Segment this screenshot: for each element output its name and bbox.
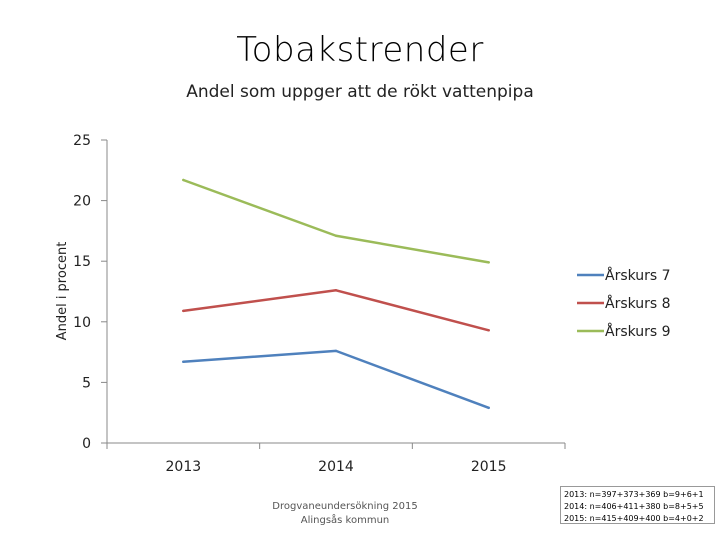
x-tick-label: 2015 <box>471 459 507 475</box>
y-tick-label: 10 <box>73 315 91 331</box>
chart-series <box>182 178 490 410</box>
source-caption: Drogvaneundersökning 2015 Alingsås kommu… <box>270 500 420 528</box>
x-tick-label: 2013 <box>166 459 202 475</box>
data-point <box>334 289 338 292</box>
y-tick-label: 0 <box>82 436 91 452</box>
chart-legend: Årskurs 7 Årskurs 8 Årskurs 9 <box>577 267 671 340</box>
data-point <box>182 360 185 363</box>
y-axis-label: Andel i procent <box>55 242 70 341</box>
data-point <box>182 309 185 313</box>
y-tick-label: 25 <box>73 133 91 149</box>
chart-title: Tobakstrender <box>236 30 484 70</box>
series-line-arskurs-8 <box>182 289 490 332</box>
y-tick-label: 5 <box>82 375 91 391</box>
data-point <box>487 406 490 410</box>
legend-label: Årskurs 9 <box>605 323 671 340</box>
note-line-2015: 2015: n=415+409+400 b=4+0+2 <box>564 514 704 523</box>
legend-label: Årskurs 8 <box>605 295 671 312</box>
sample-size-note: 2013: n=397+373+369 b=9+6+1 2014: n=406+… <box>560 486 715 524</box>
data-point <box>334 234 338 237</box>
source-line-1: Drogvaneundersökning 2015 <box>272 501 418 512</box>
y-tick-label: 15 <box>73 254 91 270</box>
series-line-arskurs-7 <box>182 349 490 410</box>
data-point <box>334 349 338 353</box>
note-line-2013: 2013: n=397+373+369 b=9+6+1 <box>564 490 704 499</box>
chart-subtitle: Andel som uppger att de rökt vattenpipa <box>186 82 534 102</box>
legend-label: Årskurs 7 <box>605 267 671 284</box>
data-point <box>182 178 185 182</box>
note-line-2014: 2014: n=406+411+380 b=8+5+5 <box>564 502 704 511</box>
x-tick-label: 2014 <box>318 459 354 475</box>
series-line-arskurs-9 <box>182 178 490 264</box>
source-line-2: Alingsås kommun <box>300 515 390 526</box>
data-point <box>487 329 490 332</box>
chart-axes: 0 5 10 15 20 25 2013 2014 2015 <box>73 133 566 475</box>
data-point <box>487 261 490 264</box>
y-tick-label: 20 <box>73 194 91 210</box>
